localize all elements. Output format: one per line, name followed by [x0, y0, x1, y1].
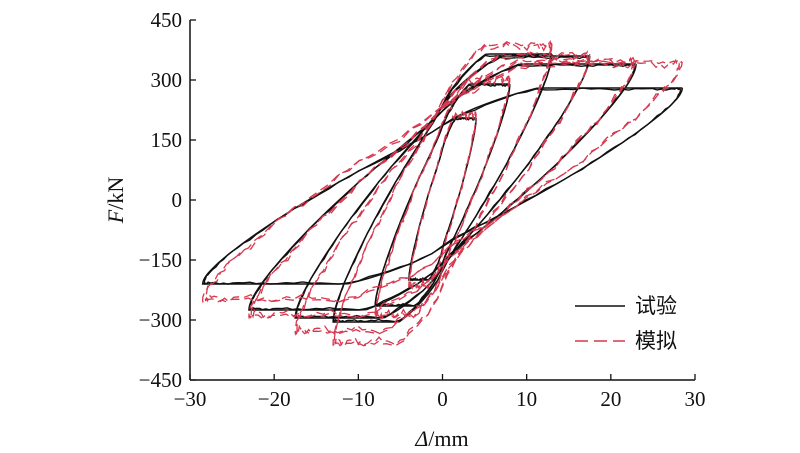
sim-loop-2 [375, 74, 510, 320]
y-tick-label: −450 [139, 368, 182, 392]
x-tick-label: 30 [685, 387, 706, 411]
y-tick-label: 450 [151, 8, 183, 32]
x-axis-title: Δ/mm [414, 426, 468, 451]
x-axis-unit: /mm [428, 426, 468, 451]
y-tick-label: 300 [151, 68, 183, 92]
test-loop-3 [333, 53, 552, 323]
test-loop-5 [249, 63, 636, 311]
x-tick-label: −20 [258, 387, 291, 411]
x-tick-label: 0 [437, 387, 448, 411]
y-tick-label: 150 [151, 128, 183, 152]
x-tick-label: −30 [174, 387, 207, 411]
sim-loop-4 [296, 49, 589, 335]
sim-loop-4 [294, 50, 591, 337]
x-tick-label: 20 [600, 387, 621, 411]
sim-loop-2 [374, 74, 511, 320]
sim-loop-5 [250, 56, 635, 319]
axes [189, 20, 695, 381]
y-tick-label: 0 [172, 188, 183, 212]
sim-loop-6 [204, 58, 681, 303]
ticks: −30 −20 −10 0 10 20 30 −450 −300 −150 0 150 300 450 [139, 8, 706, 411]
sim-loop-1 [408, 109, 477, 290]
y-axis-title: F/kN [103, 177, 128, 225]
legend-label-sim: 模拟 [635, 329, 677, 353]
test-loop-3 [332, 53, 553, 323]
x-tick-label: 10 [516, 387, 537, 411]
legend-label-test: 试验 [635, 294, 677, 318]
sim-loop-3 [333, 41, 552, 347]
y-axis-unit: /kN [103, 177, 128, 210]
sim-loop-3 [332, 39, 553, 348]
y-tick-label: −300 [139, 308, 182, 332]
y-axis-symbol: F [103, 209, 128, 224]
y-tick-label: −150 [139, 248, 182, 272]
test-loop-6 [203, 87, 682, 285]
x-tick-label: −10 [342, 387, 375, 411]
curves-layer [201, 39, 684, 348]
x-axis-symbol: Δ [414, 426, 428, 451]
legend: 试验 模拟 [575, 294, 677, 353]
